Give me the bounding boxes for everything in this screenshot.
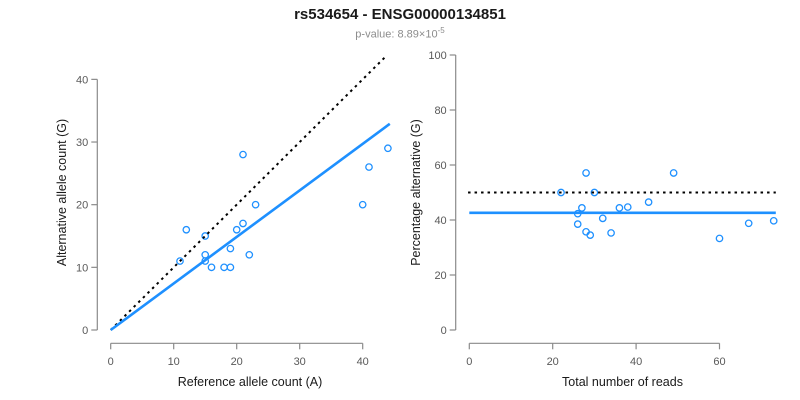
pvalue-text: p-value: 8.89×10 bbox=[355, 28, 438, 41]
data-point bbox=[201, 232, 210, 240]
x-tick-label: 30 bbox=[294, 356, 306, 368]
data-point bbox=[615, 204, 624, 212]
y-tick-label: 0 bbox=[82, 325, 88, 337]
data-point bbox=[598, 214, 607, 223]
data-point bbox=[239, 219, 247, 228]
data-point bbox=[582, 169, 590, 177]
y-axis-label: Percentage alternative (G) bbox=[409, 119, 423, 266]
fit-line bbox=[109, 122, 391, 332]
y-tick-label: 40 bbox=[76, 74, 88, 86]
data-point bbox=[769, 216, 778, 225]
data-point bbox=[669, 169, 678, 177]
data-point bbox=[586, 231, 595, 239]
x-tick-label: 40 bbox=[357, 356, 369, 368]
pvalue-exponent: -5 bbox=[437, 26, 445, 35]
data-point bbox=[176, 257, 184, 265]
data-point bbox=[226, 244, 235, 253]
data-point bbox=[365, 163, 373, 171]
y-tick-label: 0 bbox=[441, 325, 447, 337]
data-point bbox=[715, 234, 724, 243]
data-point bbox=[573, 220, 582, 228]
data-point bbox=[607, 229, 615, 237]
x-axis-label: Total number of reads bbox=[562, 375, 683, 389]
data-point bbox=[744, 219, 753, 228]
x-tick-label: 0 bbox=[108, 356, 114, 368]
figure-title: rs534654 - ENSG00000134851 bbox=[294, 6, 506, 23]
y-axis-label: Alternative allele count (G) bbox=[55, 119, 69, 266]
x-axis-label: Reference allele count (A) bbox=[178, 375, 323, 389]
y-tick-label: 80 bbox=[434, 105, 446, 117]
data-point bbox=[384, 144, 392, 153]
y-tick-label: 40 bbox=[434, 215, 446, 227]
x-tick-label: 10 bbox=[168, 356, 180, 368]
y-tick-label: 20 bbox=[434, 270, 446, 282]
x-tick-label: 20 bbox=[547, 356, 559, 368]
data-point bbox=[201, 250, 210, 259]
y-tick-label: 100 bbox=[428, 50, 446, 62]
allele-count-scatter-plot: 0 10 20 30 40 0 10 20 30 40 Reference allele count… bbox=[55, 55, 392, 389]
y-tick-label: 20 bbox=[76, 200, 88, 212]
data-point bbox=[578, 204, 586, 212]
x-tick-label: 20 bbox=[231, 356, 243, 368]
data-point bbox=[182, 225, 191, 234]
x-tick-label: 60 bbox=[713, 356, 725, 368]
percentage-alternative-scatter-plot: 0 20 40 60 0 20 40 60 80 100 Total number of reads… bbox=[409, 50, 778, 389]
data-point bbox=[226, 263, 235, 272]
identity-line bbox=[109, 55, 387, 331]
data-point bbox=[220, 263, 228, 272]
data-point bbox=[590, 188, 599, 197]
x-tick-label: 0 bbox=[466, 356, 472, 368]
data-point bbox=[239, 150, 247, 159]
data-point bbox=[644, 198, 653, 206]
data-point bbox=[623, 203, 632, 211]
x-tick-label: 40 bbox=[630, 356, 642, 368]
data-point bbox=[207, 263, 216, 272]
y-tick-label: 60 bbox=[434, 160, 446, 172]
data-point bbox=[557, 188, 565, 197]
data-point bbox=[358, 200, 367, 209]
data-point bbox=[245, 250, 254, 259]
data-point bbox=[232, 225, 241, 234]
data-point bbox=[251, 200, 260, 209]
y-tick-label: 10 bbox=[76, 262, 88, 274]
figure-subtitle: p-value: 8.89×10-5 bbox=[0, 26, 800, 41]
y-tick-label: 30 bbox=[76, 137, 88, 149]
